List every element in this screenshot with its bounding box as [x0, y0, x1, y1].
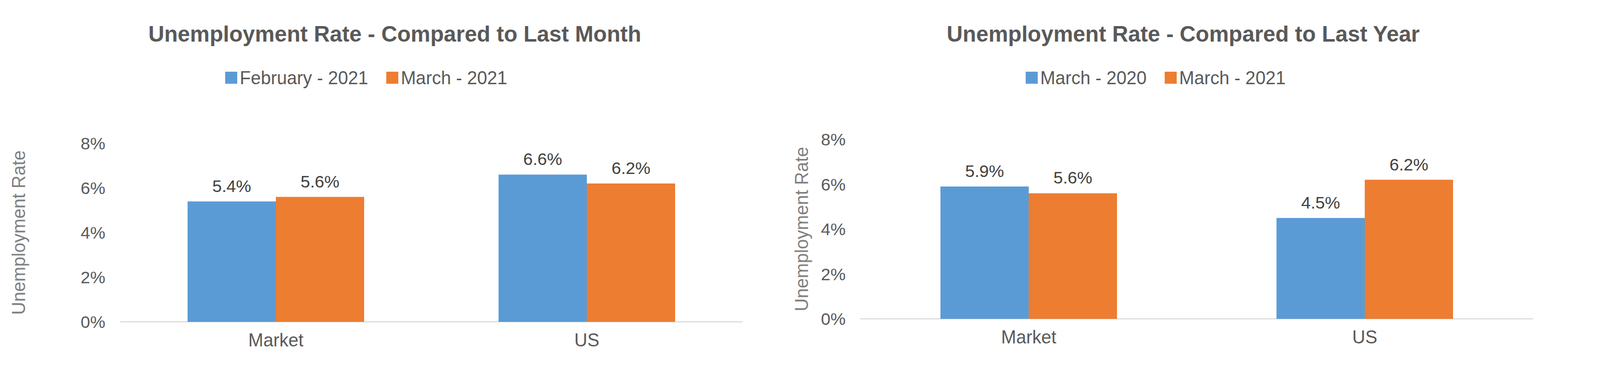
svg-text:4%: 4% — [821, 219, 846, 239]
svg-text:2%: 2% — [80, 267, 106, 287]
svg-text:March - 2020: March - 2020 — [1040, 67, 1147, 89]
svg-text:Unemployment Rate - Compared t: Unemployment Rate - Compared to Last Mon… — [148, 21, 642, 47]
svg-text:8%: 8% — [80, 133, 106, 153]
svg-text:Market: Market — [248, 330, 304, 351]
svg-text:6.2%: 6.2% — [1389, 154, 1429, 175]
svg-text:Unemployment Rate - Compared t: Unemployment Rate - Compared to Last Yea… — [946, 21, 1420, 47]
svg-text:March - 2021: March - 2021 — [400, 67, 508, 89]
svg-text:Unemployment Rate: Unemployment Rate — [8, 150, 30, 315]
svg-text:2%: 2% — [821, 264, 846, 284]
svg-text:5.9%: 5.9% — [965, 161, 1005, 181]
svg-text:5.4%: 5.4% — [212, 176, 252, 196]
svg-text:Unemployment Rate: Unemployment Rate — [791, 146, 813, 312]
svg-text:5.6%: 5.6% — [1053, 168, 1093, 188]
svg-text:Market: Market — [1001, 327, 1057, 348]
svg-text:5.6%: 5.6% — [300, 172, 340, 192]
svg-text:6%: 6% — [821, 175, 846, 195]
svg-text:4.5%: 4.5% — [1301, 193, 1341, 213]
svg-text:US: US — [574, 330, 600, 351]
svg-text:March - 2021: March - 2021 — [1179, 67, 1286, 89]
svg-text:6.2%: 6.2% — [611, 158, 651, 178]
svg-text:0%: 0% — [821, 309, 846, 329]
svg-text:US: US — [1352, 327, 1378, 348]
svg-text:8%: 8% — [821, 129, 846, 149]
svg-text:6%: 6% — [80, 178, 106, 198]
svg-text:6.6%: 6.6% — [523, 149, 563, 169]
svg-text:4%: 4% — [80, 223, 106, 243]
svg-text:February - 2021: February - 2021 — [239, 67, 369, 89]
svg-text:0%: 0% — [80, 312, 106, 332]
